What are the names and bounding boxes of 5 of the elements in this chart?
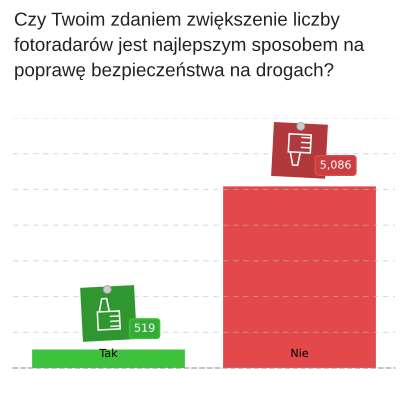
data-label: 5,086: [320, 160, 351, 170]
data-label: 519: [134, 323, 154, 332]
x-tick-label: Tak: [99, 348, 118, 358]
chart-title: Czy Twoim zdaniem zwiększenie liczby fotoradarów jest najlepszym sposobem na poprawę bezpieczeństwa na drogach?: [14, 12, 364, 80]
x-tick-label: Nie: [291, 348, 308, 358]
